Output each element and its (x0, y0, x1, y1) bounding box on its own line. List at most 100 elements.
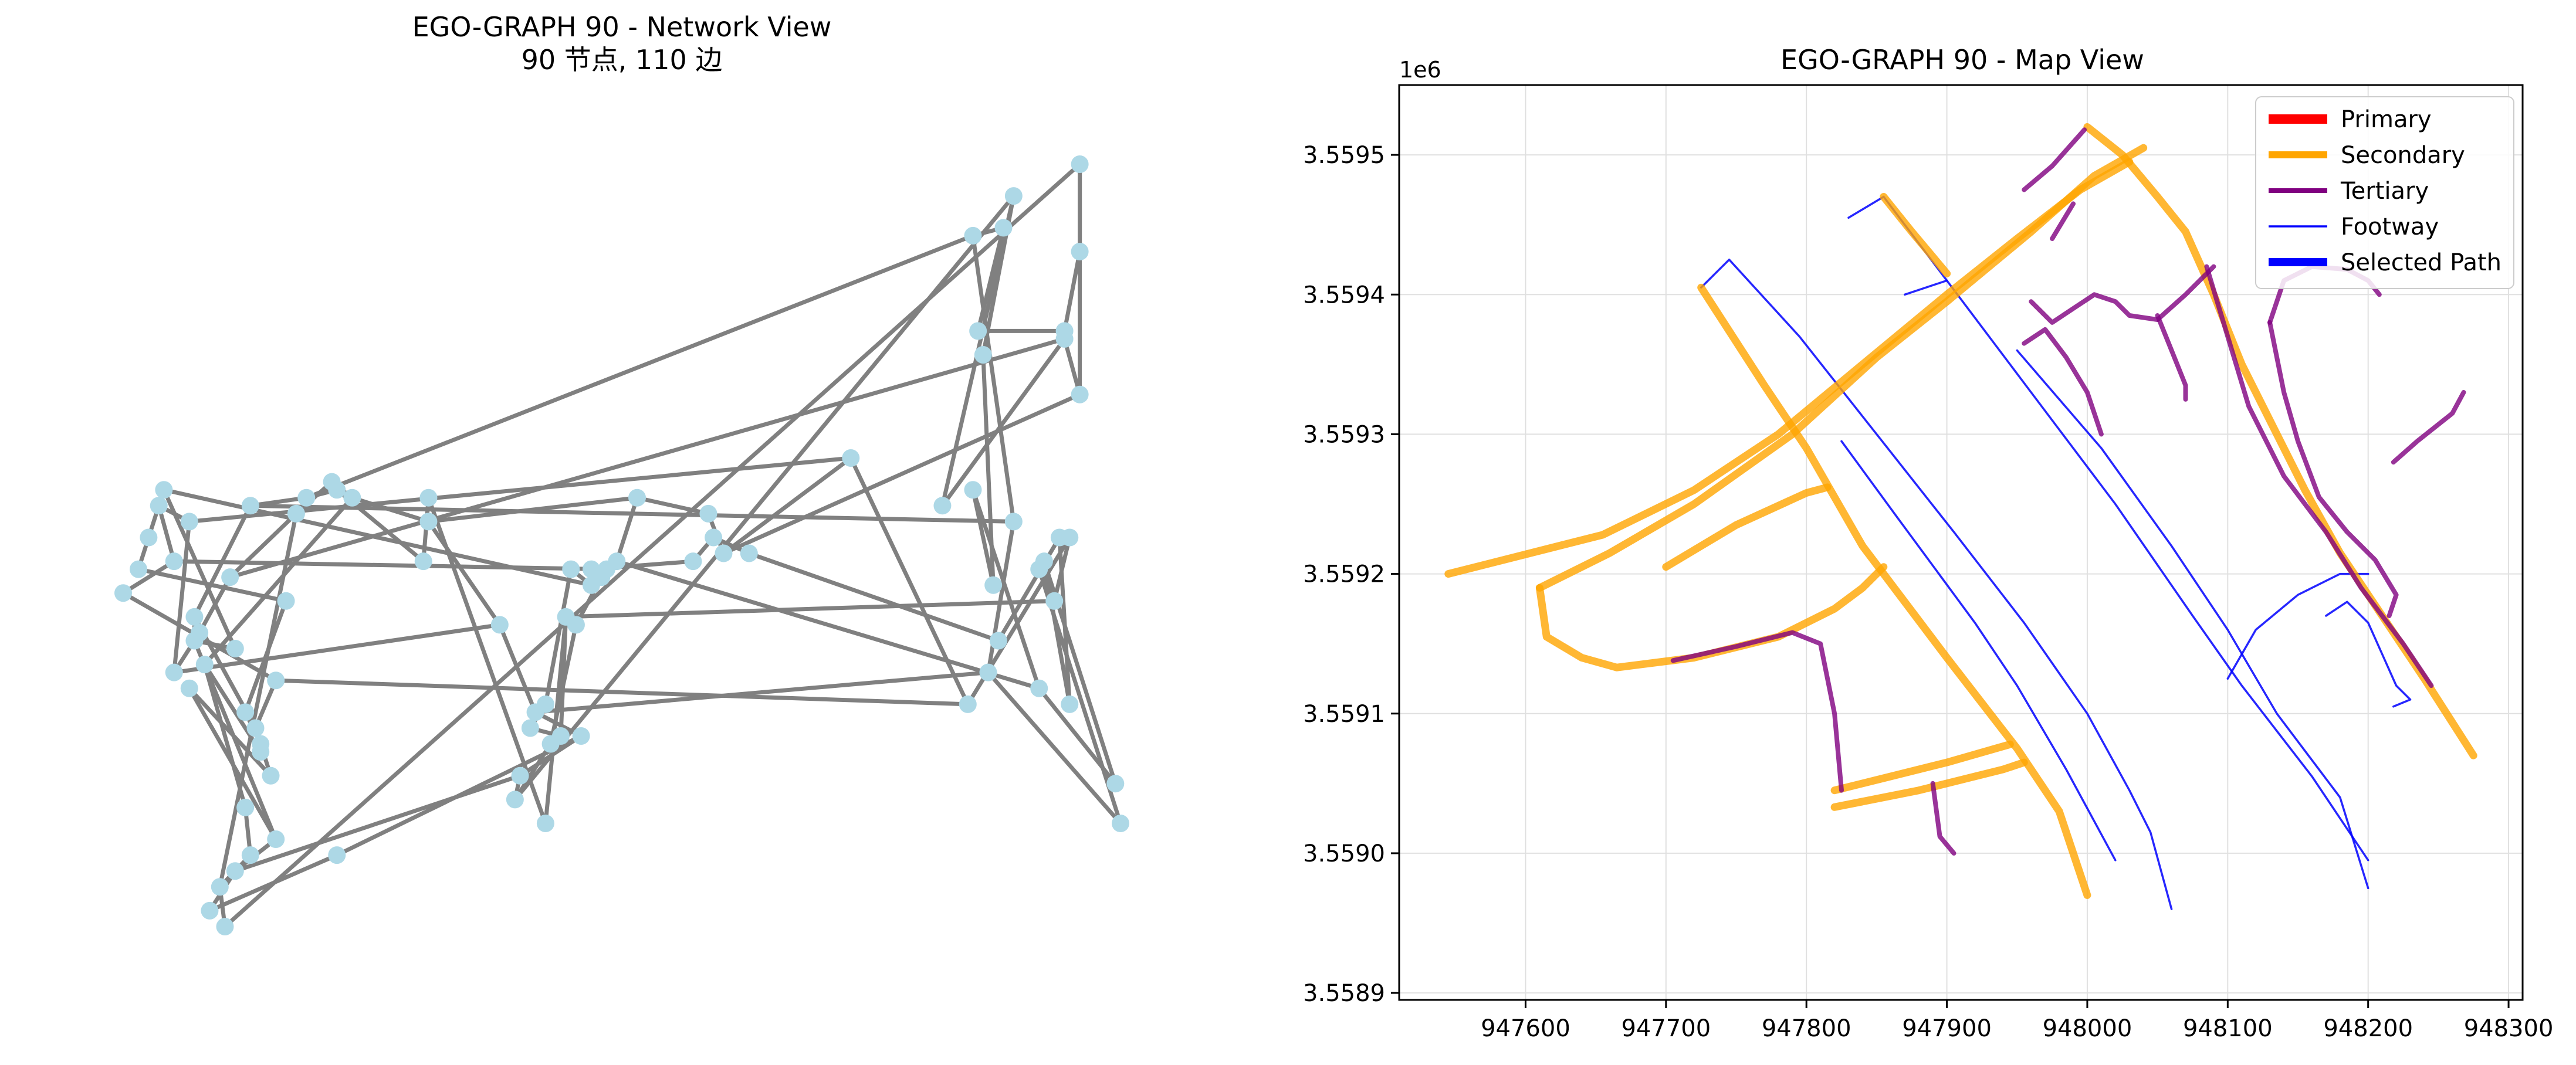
network-node (287, 504, 305, 523)
network-edge (1062, 338, 1082, 395)
secondary-road-line (1830, 758, 2028, 811)
network-node (984, 576, 1003, 594)
network-node (297, 489, 316, 507)
network-edge (202, 664, 248, 808)
network-node (323, 473, 341, 491)
network-edge (986, 671, 1122, 825)
network-node (715, 544, 733, 562)
network-node (246, 719, 265, 737)
tertiary-road-line (2022, 127, 2087, 192)
footway-road-line (1840, 440, 2117, 862)
network-edge (497, 624, 537, 713)
network-node (262, 766, 280, 785)
network-edge (566, 599, 1055, 619)
network-title: EGO-GRAPH 90 - Network View (412, 11, 832, 43)
secondary-road-line (1662, 483, 1832, 571)
network-node (1106, 775, 1125, 793)
network-node (959, 695, 977, 713)
network-edge (192, 640, 278, 840)
network-node (964, 226, 982, 245)
legend-label: Selected Path (2341, 249, 2501, 276)
network-node (252, 743, 270, 761)
tertiary-road-line (2050, 201, 2076, 241)
network-node (277, 592, 295, 610)
secondary-road-line (1697, 283, 2091, 899)
network-edge (723, 392, 1081, 555)
network-edge (276, 678, 968, 707)
network-node (842, 449, 860, 467)
network-node (969, 322, 987, 340)
tertiary-road-line (2029, 264, 2216, 325)
network-node (536, 814, 554, 832)
network-node (994, 219, 1013, 237)
network-edge (172, 521, 192, 673)
network-node (979, 663, 997, 681)
network-edge (1057, 537, 1072, 705)
x-tick-label: 947800 (1762, 1015, 1851, 1042)
network-edge (637, 496, 709, 516)
network-edge (543, 568, 573, 705)
network-node (964, 481, 982, 499)
network-node (414, 552, 432, 571)
network-node (1061, 695, 1079, 713)
network-node (1071, 385, 1089, 403)
network-edge (234, 774, 521, 873)
network-node (628, 489, 646, 507)
legend-label: Secondary (2341, 142, 2465, 169)
network-edge (228, 512, 298, 579)
network-edge (722, 456, 852, 555)
network-edge (174, 559, 607, 572)
y-tick-label: 3.5595 (1303, 142, 1385, 169)
network-edge (748, 551, 999, 643)
network-node (705, 528, 723, 547)
network-node (267, 671, 285, 690)
network-edge (543, 616, 568, 824)
tertiary-road-line (2267, 320, 2399, 618)
network-node (506, 791, 524, 809)
network-node (511, 766, 529, 785)
network-node (551, 727, 570, 745)
map-title: EGO-GRAPH 90 - Map View (1780, 44, 2144, 76)
x-tick-label: 948300 (2464, 1015, 2554, 1042)
network-subtitle: 90 节点, 110 边 (522, 44, 723, 76)
network-node (241, 497, 259, 515)
network-edge (535, 670, 989, 714)
network-node (740, 544, 758, 562)
network-node (185, 608, 204, 626)
network-node (1050, 528, 1068, 547)
network-node (165, 552, 183, 571)
network-node (195, 656, 214, 674)
network-node (236, 703, 255, 721)
network-edge (163, 487, 592, 588)
network-node (562, 560, 580, 578)
secondary-road-line (1880, 193, 1951, 277)
network-node (155, 481, 173, 499)
network-node (1035, 552, 1053, 571)
tertiary-road-line (2204, 264, 2434, 688)
footway-road-line (2226, 572, 2369, 680)
y-tick-label: 3.5589 (1303, 980, 1385, 1007)
secondary-road-line (1830, 740, 2014, 795)
y-tick-label: 3.5593 (1303, 421, 1385, 448)
network-node (267, 830, 285, 849)
network-edge (513, 194, 1015, 801)
network-node (572, 727, 590, 745)
network-node (185, 632, 204, 650)
network-edge (849, 457, 970, 706)
x-tick-label: 947900 (1902, 1015, 1992, 1042)
network-node (1030, 679, 1048, 697)
legend-label: Primary (2341, 106, 2432, 133)
legend-label: Tertiary (2340, 178, 2429, 205)
network-edge (138, 567, 287, 603)
footway-road-line (1847, 195, 2369, 862)
network-node (236, 798, 255, 816)
map-lines (1444, 123, 2477, 910)
y-tick-label: 3.5591 (1303, 701, 1385, 728)
network-edge (1042, 561, 1072, 705)
network-edges (122, 162, 1123, 928)
network-node (150, 497, 168, 515)
tertiary-road-line (1930, 781, 1956, 856)
network-node (989, 632, 1007, 650)
y-tick-label: 3.5590 (1303, 840, 1385, 867)
